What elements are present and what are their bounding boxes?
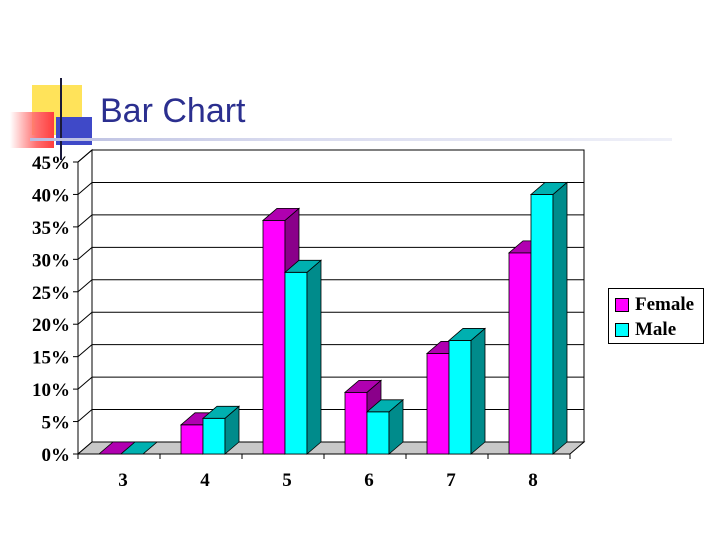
y-tick-label: 5%: [42, 413, 71, 434]
gridline: [77, 376, 584, 390]
bar-male-7: [447, 327, 487, 455]
bars: [97, 181, 569, 455]
side-wall: [77, 148, 93, 456]
y-tick-label: 35%: [32, 218, 70, 239]
bar-side: [306, 259, 322, 455]
bar-side: [552, 181, 568, 455]
bar-side: [470, 327, 486, 455]
bar-top: [343, 379, 383, 393]
y-tick-label: 30%: [32, 250, 70, 271]
decor-vertical-line: [60, 78, 62, 160]
bar-front: [366, 411, 390, 455]
legend-swatch-female: [615, 298, 629, 312]
gridline: [77, 246, 584, 260]
x-tick-label: 8: [528, 470, 538, 491]
chart-walls: [76, 148, 586, 456]
bar-top: [261, 207, 301, 221]
x-tick-label: 7: [446, 470, 456, 491]
bar-top: [447, 328, 487, 341]
back-wall: [91, 149, 585, 443]
legend: Female Male: [608, 288, 704, 344]
bar-front: [530, 194, 554, 455]
gridline: [77, 149, 584, 163]
bar-front: [180, 424, 204, 455]
y-tick-label: 40%: [32, 185, 70, 206]
legend-item-female: Female: [615, 294, 694, 316]
bar-male-8: [529, 181, 569, 455]
bar-front: [426, 353, 450, 455]
bar-top: [365, 399, 405, 413]
title-underline: [30, 138, 672, 141]
bar-top: [201, 405, 241, 419]
y-axis-ticks: 0% 5% 10% 15% 20% 25% 30% 35% 40% 45%: [32, 153, 78, 466]
bar-male-6: [365, 398, 405, 455]
y-tick-label: 20%: [32, 315, 70, 336]
gridline: [77, 181, 584, 195]
bar-male-3: [119, 441, 159, 455]
bar-front: [262, 219, 286, 455]
gridline: [77, 214, 584, 228]
bar-front: [202, 417, 226, 455]
slide-title: Bar Chart: [100, 92, 246, 130]
gridline: [77, 279, 584, 293]
y-tick-label: 25%: [32, 283, 70, 304]
x-axis-ticks: 3 4 5 6 7 8: [77, 454, 571, 491]
legend-label-female: Female: [635, 294, 695, 315]
x-tick-label: 5: [282, 470, 292, 491]
bar-male-4: [201, 405, 241, 455]
legend-item-male: Male: [615, 319, 676, 341]
x-tick-label: 6: [364, 470, 374, 491]
x-tick-label: 4: [200, 470, 210, 491]
gridline: [77, 311, 584, 325]
legend-label-male: Male: [635, 319, 677, 340]
bar-top: [119, 441, 159, 455]
bar-front: [448, 340, 472, 455]
gridlines: [77, 149, 584, 422]
y-tick-label: 0%: [42, 445, 71, 466]
legend-swatch-male: [615, 323, 629, 337]
gridline: [77, 409, 584, 422]
x-tick-label: 3: [118, 470, 128, 491]
bar-top: [283, 259, 323, 273]
bar-front: [344, 391, 368, 455]
y-tick-label: 10%: [32, 380, 70, 401]
y-tick-label: 15%: [32, 348, 70, 369]
bar-male-5: [283, 259, 323, 455]
bar-front: [284, 271, 308, 455]
bar-top: [529, 182, 569, 195]
gridline: [77, 344, 584, 358]
y-tick-label: 45%: [32, 153, 70, 174]
decor-red-square: [10, 112, 54, 148]
bar-front: [508, 252, 532, 455]
